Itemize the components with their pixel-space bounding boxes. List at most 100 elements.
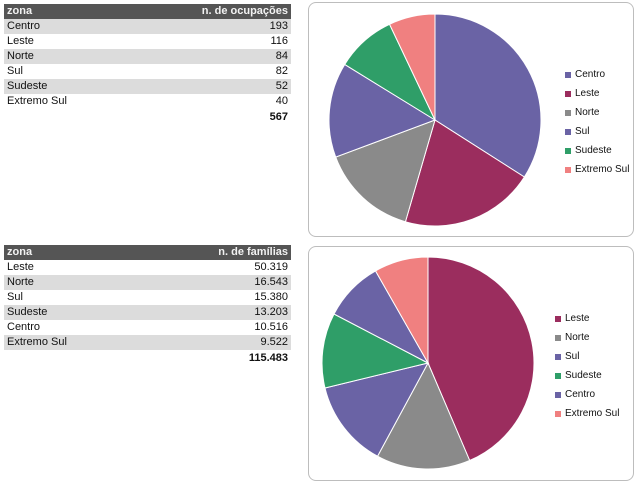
zona-cell: Norte bbox=[7, 50, 34, 62]
value-cell: 116 bbox=[270, 35, 288, 47]
header-zona: zona bbox=[7, 5, 33, 17]
legend-label: Extremo Sul bbox=[575, 164, 630, 175]
legend-swatch bbox=[555, 410, 561, 417]
pie-slice-centro bbox=[434, 13, 542, 178]
table-row: Sul 82 bbox=[4, 64, 291, 79]
zona-cell: Centro bbox=[7, 20, 41, 32]
legend-label: Norte bbox=[565, 332, 590, 343]
zona-cell: Sudeste bbox=[7, 80, 48, 92]
zona-cell: Sul bbox=[7, 291, 23, 303]
legend-swatch bbox=[565, 90, 571, 97]
families-legend: Leste Norte Sul Sudeste Centro Extremo Sul bbox=[555, 309, 619, 423]
value-cell: 13.203 bbox=[254, 306, 288, 318]
pie-slice-leste bbox=[404, 119, 526, 227]
occupations-table: zona n. de ocupações Centro 193 Leste 116 … bbox=[4, 4, 291, 125]
total-value: 115.483 bbox=[248, 352, 288, 364]
legend-swatch bbox=[565, 109, 571, 116]
legend-item-sul: Sul bbox=[565, 122, 629, 141]
header-familias: n. de famílias bbox=[218, 246, 288, 258]
legend-label: Sudeste bbox=[565, 370, 602, 381]
legend-item-norte: Norte bbox=[555, 328, 619, 347]
table-header: zona n. de ocupações bbox=[4, 4, 291, 19]
legend-item-centro: Centro bbox=[565, 65, 629, 84]
legend-item-sul: Sul bbox=[555, 347, 619, 366]
legend-swatch bbox=[565, 166, 571, 173]
header-zona: zona bbox=[7, 246, 33, 258]
legend-swatch bbox=[555, 372, 561, 379]
table-row: Centro 193 bbox=[4, 19, 291, 34]
legend-swatch bbox=[565, 128, 571, 135]
table-row: Leste 50.319 bbox=[4, 260, 291, 275]
value-cell: 193 bbox=[269, 20, 288, 32]
header-ocupacoes: n. de ocupações bbox=[201, 5, 288, 17]
table-row: Centro 10.516 bbox=[4, 320, 291, 335]
pie-slice-extremo-sul bbox=[388, 13, 436, 121]
table-total: 567 bbox=[4, 109, 291, 125]
legend-item-centro: Centro bbox=[555, 385, 619, 404]
legend-swatch bbox=[555, 353, 561, 360]
legend-item-extremo-sul: Extremo Sul bbox=[565, 160, 629, 179]
zona-cell: Extremo Sul bbox=[7, 95, 67, 107]
pie-slice-extremo-sul bbox=[374, 256, 429, 365]
value-cell: 52 bbox=[275, 80, 288, 92]
legend-label: Sul bbox=[575, 126, 590, 137]
pie-slice-leste bbox=[427, 256, 535, 462]
table-row: Norte 16.543 bbox=[4, 275, 291, 290]
zona-cell: Extremo Sul bbox=[7, 336, 67, 348]
legend-item-extremo-sul: Extremo Sul bbox=[555, 404, 619, 423]
zona-cell: Sudeste bbox=[7, 306, 48, 318]
occupations-chart-panel: Centro Leste Norte Sul Sudeste Extremo Sul bbox=[308, 2, 634, 237]
legend-label: Centro bbox=[565, 389, 596, 400]
families-table: zona n. de famílias Leste 50.319 Norte 16.… bbox=[4, 245, 291, 366]
families-pie-chart bbox=[321, 256, 535, 470]
legend-item-norte: Norte bbox=[565, 103, 629, 122]
table-row: Norte 84 bbox=[4, 49, 291, 64]
legend-swatch bbox=[555, 315, 561, 322]
families-chart-panel: Leste Norte Sul Sudeste Centro Extremo Sul bbox=[308, 246, 634, 481]
legend-item-sudeste: Sudeste bbox=[565, 141, 629, 160]
pie-slice-norte bbox=[335, 119, 436, 223]
zona-cell: Leste bbox=[7, 35, 34, 47]
table-row: Sudeste 52 bbox=[4, 79, 291, 94]
total-value: 567 bbox=[269, 111, 288, 123]
legend-swatch bbox=[565, 147, 571, 154]
legend-label: Extremo Sul bbox=[565, 408, 620, 419]
pie-slice-sul bbox=[328, 63, 437, 158]
legend-label: Centro bbox=[575, 69, 606, 80]
table-row: Extremo Sul 9.522 bbox=[4, 335, 291, 350]
legend-label: Leste bbox=[575, 88, 600, 99]
value-cell: 16.543 bbox=[254, 276, 288, 288]
legend-item-leste: Leste bbox=[555, 309, 619, 328]
table-header: zona n. de famílias bbox=[4, 245, 291, 260]
value-cell: 84 bbox=[275, 50, 288, 62]
pie-slice-norte bbox=[376, 361, 471, 470]
pie-slice-sudeste bbox=[321, 313, 430, 389]
legend-label: Norte bbox=[575, 107, 600, 118]
table-total: 115.483 bbox=[4, 350, 291, 366]
legend-swatch bbox=[565, 71, 571, 78]
zona-cell: Sul bbox=[7, 65, 23, 77]
value-cell: 15.380 bbox=[254, 291, 288, 303]
legend-item-leste: Leste bbox=[565, 84, 629, 103]
legend-item-sudeste: Sudeste bbox=[555, 366, 619, 385]
table-row: Sul 15.380 bbox=[4, 290, 291, 305]
occupations-legend: Centro Leste Norte Sul Sudeste Extremo Sul bbox=[565, 65, 629, 179]
pie-slice-sul bbox=[324, 362, 429, 457]
legend-label: Sudeste bbox=[575, 145, 612, 156]
legend-label: Sul bbox=[565, 351, 580, 362]
table-row: Sudeste 13.203 bbox=[4, 305, 291, 320]
occupations-pie-chart bbox=[328, 13, 542, 227]
zona-cell: Centro bbox=[7, 321, 41, 333]
value-cell: 40 bbox=[275, 95, 288, 107]
table-row: Leste 116 bbox=[4, 34, 291, 49]
value-cell: 9.522 bbox=[260, 336, 288, 348]
value-cell: 50.319 bbox=[254, 261, 288, 273]
value-cell: 10.516 bbox=[254, 321, 288, 333]
legend-swatch bbox=[555, 391, 561, 398]
legend-swatch bbox=[555, 334, 561, 341]
value-cell: 82 bbox=[275, 65, 288, 77]
table-row: Extremo Sul 40 bbox=[4, 94, 291, 109]
zona-cell: Norte bbox=[7, 276, 34, 288]
legend-label: Leste bbox=[565, 313, 590, 324]
zona-cell: Leste bbox=[7, 261, 34, 273]
